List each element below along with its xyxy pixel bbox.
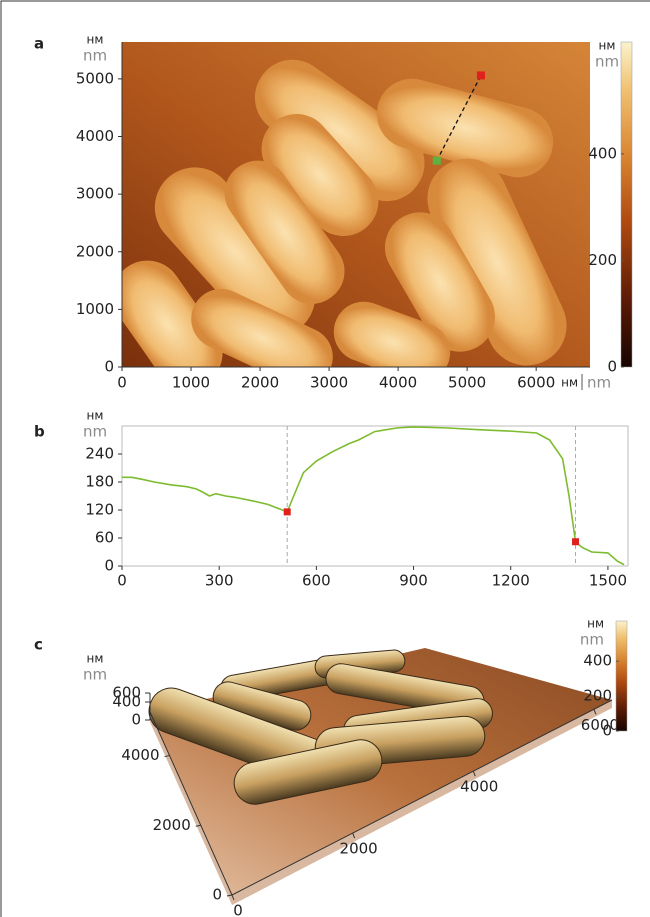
x-tick-label: 1000 [172, 374, 210, 392]
x-tick-label: 0 [233, 902, 243, 917]
x-tick-label: 4000 [379, 374, 417, 392]
colorbar [616, 621, 627, 731]
colorbar-tick-label: 200 [583, 687, 612, 705]
colorbar-tick-label: 0 [607, 358, 617, 376]
y-tick-label: 3000 [76, 185, 114, 203]
x-tick-label: 1200 [492, 572, 530, 590]
y-tick-label: 60 [95, 529, 114, 547]
surface-3d [143, 648, 612, 905]
marker [284, 508, 291, 515]
x-tick-label: 3000 [310, 374, 348, 392]
x-tick-label: 2000 [340, 840, 378, 858]
y-tick-label: 4000 [121, 746, 159, 764]
unit-en: nm [595, 53, 619, 71]
x-tick-label: 2000 [241, 374, 279, 392]
x-unit-en: nm [587, 374, 611, 392]
x-unit-ru: нм [561, 376, 578, 390]
y-tick-label: 2000 [153, 816, 191, 834]
plot-frame [122, 426, 628, 566]
colorbar [621, 42, 632, 367]
x-tick-label: 4000 [460, 778, 498, 796]
unit-ru: нм [87, 652, 104, 666]
unit-ru: нм [87, 409, 104, 423]
x-tick-label: 5000 [448, 374, 486, 392]
unit-en: nm [83, 666, 107, 684]
y-tick-label: 180 [85, 473, 114, 491]
unit-ru: нм [87, 33, 104, 47]
x-tick-label: 1500 [589, 572, 627, 590]
z-tick-label: 600 [112, 684, 141, 702]
unit-en: nm [83, 423, 107, 441]
panel-label: c [34, 636, 43, 654]
colorbar-tick-label: 200 [588, 251, 617, 269]
y-tick-label: 4000 [76, 127, 114, 145]
colorbar-tick-label: 400 [583, 652, 612, 670]
y-tick-label: 2000 [76, 242, 114, 260]
x-tick-label: 600 [302, 572, 331, 590]
marker [572, 538, 579, 545]
x-tick-label: 6000 [517, 374, 555, 392]
afm-image [99, 42, 590, 402]
x-tick-label: 0 [117, 572, 127, 590]
panel-label: b [34, 423, 45, 441]
y-tick-label: 1000 [76, 300, 114, 318]
profile-line [122, 427, 624, 565]
unit-en: nm [83, 47, 107, 65]
x-tick-label: 0 [117, 374, 127, 392]
unit-ru: нм [587, 617, 604, 631]
y-tick-label: 0 [104, 557, 114, 575]
section-point [433, 157, 441, 165]
x-tick-label: 900 [399, 572, 428, 590]
y-tick-label: 240 [85, 445, 114, 463]
colorbar-tick-label: 400 [588, 144, 617, 162]
y-tick-label: 0 [212, 886, 222, 904]
unit-en: nm [580, 631, 604, 649]
unit-ru: нм [599, 39, 616, 53]
z-tick-label: 0 [131, 711, 141, 729]
y-tick-label: 5000 [76, 69, 114, 87]
section-point [477, 71, 485, 79]
x-tick-label: 300 [205, 572, 234, 590]
y-tick-label: 120 [85, 501, 114, 519]
colorbar-tick-label: 0 [602, 722, 612, 740]
panel-label: a [34, 35, 44, 53]
x-tick-label: 6000 [581, 716, 619, 734]
figure: a010002000300040005000600001000200030004… [0, 0, 650, 917]
y-tick-label: 0 [104, 358, 114, 376]
